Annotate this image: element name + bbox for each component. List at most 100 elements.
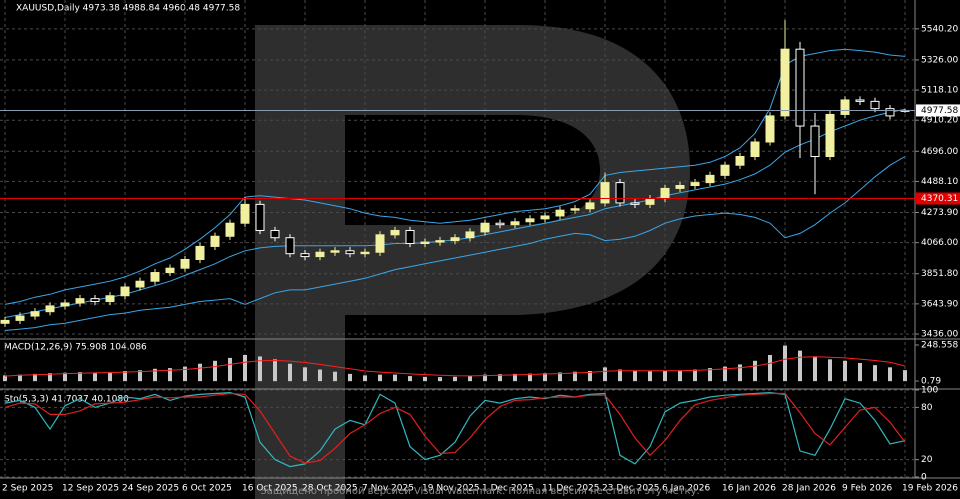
macd-bar: [228, 357, 232, 382]
x-tick-label: 9 Feb 2026: [842, 484, 893, 494]
candle-body: [855, 99, 865, 102]
macd-bar: [63, 372, 67, 382]
watermark-logo: [255, 25, 690, 499]
macd-title: MACD(12,26,9) 75.908 104.086: [4, 343, 147, 353]
macd-bar: [333, 371, 337, 382]
x-tick-label: 24 Sep 2025: [122, 484, 179, 494]
candle-body: [90, 298, 100, 303]
candle-body: [825, 113, 835, 158]
macd-bar: [798, 350, 802, 382]
macd-bar: [573, 371, 577, 382]
macd-bar: [858, 362, 862, 382]
macd-bar: [783, 345, 787, 382]
level-label: 4370.31: [921, 194, 958, 204]
candle-body: [45, 305, 55, 313]
x-tick-label: 12 Sep 2025: [62, 484, 119, 494]
candle-body: [885, 108, 895, 117]
candle-body: [555, 209, 565, 217]
candle-body: [840, 99, 850, 115]
macd-bar: [768, 354, 772, 382]
candle-body: [60, 302, 70, 307]
macd-bar: [903, 370, 907, 382]
x-tick-label: 19 Nov 2025: [422, 484, 480, 494]
macd-bar: [843, 360, 847, 382]
candle-body: [765, 115, 775, 143]
candle-body: [525, 218, 535, 223]
bollinger-band: [4, 48, 906, 305]
macd-bar: [438, 377, 442, 382]
watermark-text: Защищено пробной версией Visual Watermar…: [260, 486, 699, 497]
y-tick-label: 248.558: [921, 341, 958, 351]
candle-body: [375, 234, 385, 253]
macd-bar: [633, 370, 637, 382]
macd-bar: [183, 366, 187, 382]
y-tick-label: 4066.00: [921, 238, 958, 248]
candle-body: [165, 267, 175, 274]
price-label: 4977.58: [921, 106, 958, 116]
x-tick-label: 11 Dec 2025: [542, 484, 600, 494]
macd-bar: [258, 356, 262, 382]
macd-bar: [423, 376, 427, 382]
macd-bar: [18, 374, 22, 382]
candle-body: [270, 229, 280, 239]
macd-bar: [378, 374, 382, 382]
candle-body: [195, 245, 205, 260]
y-tick-label: 5326.00: [921, 55, 958, 65]
macd-bar: [648, 371, 652, 382]
x-tick-label: 6 Jan 2026: [662, 484, 710, 494]
price-label-box: [916, 104, 960, 117]
macd-bar: [408, 376, 412, 382]
y-tick-label: 3851.80: [921, 269, 958, 279]
candle-body: [240, 203, 250, 224]
candle-body: [615, 182, 625, 204]
candle-body: [315, 251, 325, 258]
macd-bar: [243, 354, 247, 382]
macd-bar: [168, 368, 172, 382]
candle-body: [645, 198, 655, 205]
y-tick-label: 100: [921, 386, 938, 396]
y-tick-label: 0.79: [921, 377, 941, 387]
candle-body: [540, 215, 550, 220]
candle-body: [735, 156, 745, 166]
candle-body: [780, 48, 790, 117]
y-tick-label: 5540.20: [921, 24, 958, 34]
candle-body: [420, 241, 430, 245]
candle-body: [135, 280, 145, 288]
candle-body: [210, 235, 220, 247]
candle-body: [510, 221, 520, 226]
macd-bar: [693, 369, 697, 382]
macd-bar: [723, 366, 727, 382]
x-tick-label: 23 Dec 2025: [602, 484, 660, 494]
candle-body: [870, 100, 880, 110]
candle-body: [720, 164, 730, 176]
candle-body: [255, 203, 265, 231]
macd-bar: [663, 370, 667, 382]
macd-bar: [153, 368, 157, 382]
candle-body: [810, 125, 820, 158]
macd-bar: [588, 370, 592, 382]
macd-bar: [528, 373, 532, 382]
x-tick-label: 1 Dec 2025: [482, 484, 534, 494]
macd-bar: [213, 360, 217, 382]
macd-bar: [3, 375, 7, 382]
macd-bar: [123, 370, 127, 382]
stochastic-line: [4, 392, 906, 464]
level-label-box: [916, 192, 960, 205]
macd-signal-line: [4, 356, 906, 377]
bollinger-band: [4, 156, 906, 331]
candle-body: [705, 174, 715, 184]
macd-bar: [603, 367, 607, 382]
macd-bar: [393, 374, 397, 382]
candle-body: [105, 295, 115, 303]
macd-bar: [33, 373, 37, 382]
candle-body: [360, 251, 370, 255]
candle-body: [450, 237, 460, 242]
macd-bar: [513, 373, 517, 382]
y-tick-label: 80: [921, 403, 933, 413]
macd-bar: [48, 373, 52, 382]
x-tick-label: 2 Sep 2025: [2, 484, 53, 494]
x-tick-label: 28 Oct 2025: [302, 484, 358, 494]
macd-bar: [78, 372, 82, 382]
macd-bar: [318, 369, 322, 382]
